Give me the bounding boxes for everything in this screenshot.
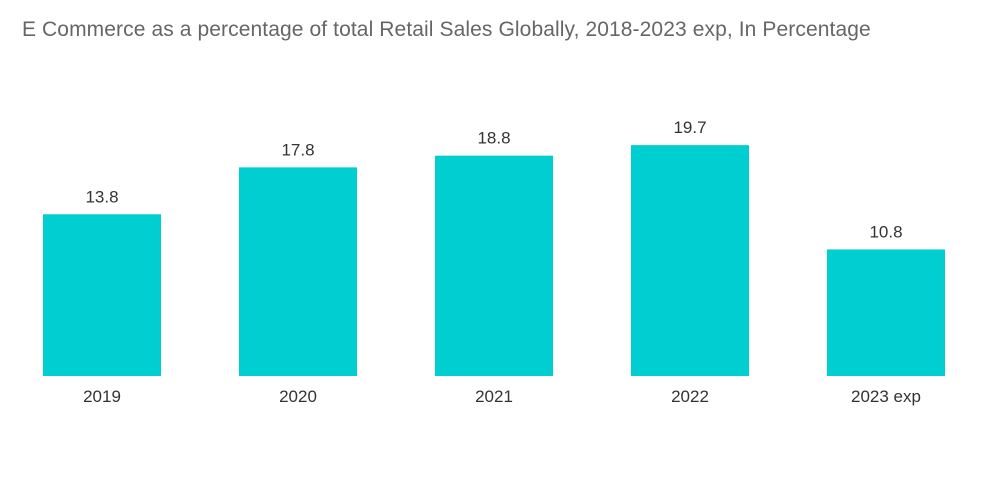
x-tick-label-2021: 2021 xyxy=(475,387,513,406)
data-label-2019: 13.8 xyxy=(85,187,118,206)
chart-title: E Commerce as a percentage of total Reta… xyxy=(22,18,871,41)
bar-2023-exp xyxy=(827,249,945,376)
x-tick-label-2023-exp: 2023 exp xyxy=(851,387,921,406)
data-label-2023-exp: 10.8 xyxy=(869,222,902,241)
data-label-2021: 18.8 xyxy=(477,129,510,148)
data-label-2022: 19.7 xyxy=(673,118,706,137)
bar-2019 xyxy=(43,214,161,376)
bar-2021 xyxy=(435,155,553,376)
data-label-2020: 17.8 xyxy=(281,140,314,159)
bar-2022 xyxy=(631,145,749,376)
x-tick-label-2022: 2022 xyxy=(671,387,709,406)
x-tick-label-2020: 2020 xyxy=(279,387,317,406)
bar-2020 xyxy=(239,167,357,376)
x-tick-label-2019: 2019 xyxy=(83,387,121,406)
